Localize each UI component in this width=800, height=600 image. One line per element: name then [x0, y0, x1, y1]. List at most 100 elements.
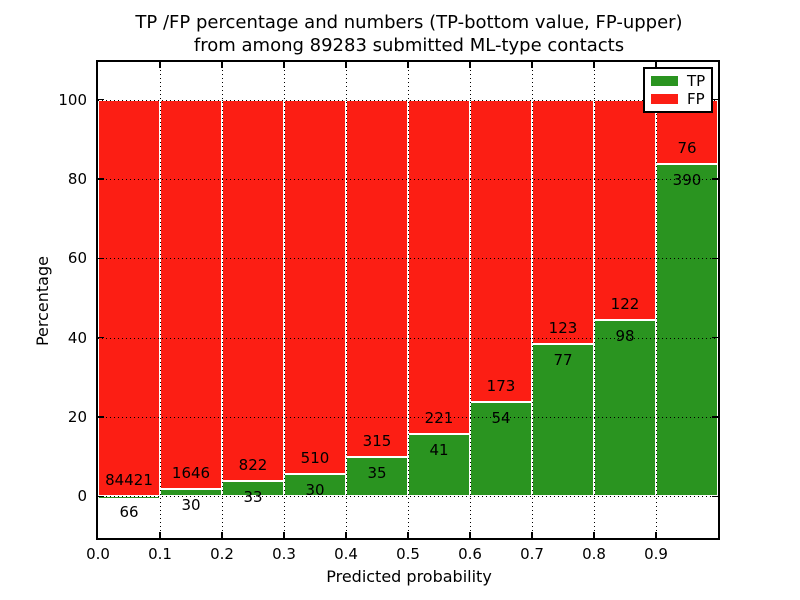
tick-mark	[345, 62, 347, 68]
plot-area: TP FP 84421 66 1646 30 822 33 510 30 315 35 221 41 1…	[96, 60, 720, 540]
y-tick-label: 80	[67, 170, 87, 189]
grid-line-vertical	[408, 62, 409, 538]
bar-count-label-fp: 221	[424, 409, 454, 428]
y-tick-label: 100	[58, 90, 87, 109]
x-tick-label: 0.6	[458, 545, 482, 563]
x-tick-label: 0.8	[582, 545, 606, 563]
grid-line-vertical	[470, 62, 471, 538]
bar-segment-fp	[284, 99, 346, 475]
legend-item-fp: FP	[651, 91, 705, 107]
x-tick-label: 0.1	[148, 545, 172, 563]
x-tick-label: 0.0	[86, 545, 110, 563]
chart-title-line1: TP /FP percentage and numbers (TP-bottom…	[135, 12, 683, 33]
bar-segment-fp	[222, 99, 284, 482]
grid-line-vertical	[222, 62, 223, 538]
tick-mark	[98, 416, 104, 418]
x-tick-label: 0.5	[396, 545, 420, 563]
tick-mark	[98, 495, 104, 498]
tick-mark	[469, 62, 471, 68]
tick-mark	[98, 178, 104, 180]
bar-count-label-fp: 123	[548, 318, 578, 337]
tick-mark	[159, 532, 161, 538]
grid-line-vertical	[656, 62, 657, 538]
grid-line-vertical	[532, 62, 533, 538]
tick-mark	[221, 62, 223, 68]
bar-count-label-fp: 76	[677, 139, 697, 158]
bar-count-label-tp: 30	[305, 481, 325, 500]
bar-segment-tp	[594, 319, 656, 497]
legend-item-tp: TP	[651, 73, 705, 89]
tick-mark	[712, 178, 718, 180]
bar-count-label-fp: 84421	[105, 471, 153, 490]
grid-line-horizontal	[98, 258, 718, 260]
bar-segment-tp	[532, 343, 594, 497]
bar-segment-fp	[470, 99, 532, 402]
legend: TP FP	[643, 67, 713, 113]
x-tick-label: 0.4	[334, 545, 358, 563]
bar-segment-fp	[346, 99, 408, 457]
fp-color-swatch	[651, 94, 678, 104]
tick-mark	[655, 62, 657, 68]
tick-mark	[159, 62, 161, 68]
bar-segment-fp	[594, 99, 656, 320]
tick-mark	[712, 495, 718, 498]
tick-mark	[712, 416, 718, 418]
bar-count-label-tp: 77	[553, 350, 573, 369]
x-axis-label: Predicted probability	[326, 567, 492, 586]
bar-count-label-tp: 66	[119, 503, 139, 522]
bar-count-label-tp: 35	[367, 463, 387, 482]
x-tick-label: 0.3	[272, 545, 296, 563]
tick-mark	[407, 62, 409, 68]
tick-mark	[531, 62, 533, 68]
grid-line-vertical	[284, 62, 285, 538]
x-tick-label: 0.2	[210, 545, 234, 563]
grid-line-horizontal	[98, 179, 718, 181]
bar-segment-fp	[408, 99, 470, 435]
bar-count-label-tp: 33	[243, 488, 263, 507]
y-tick-label: 20	[67, 408, 87, 427]
grid-line-vertical	[160, 62, 161, 538]
bar-segment-fp	[532, 99, 594, 344]
tick-mark	[407, 532, 409, 538]
grid-line-horizontal	[98, 417, 718, 419]
x-tick-label: 0.7	[520, 545, 544, 563]
tick-mark	[283, 62, 285, 68]
bar-count-label-tp: 41	[429, 441, 449, 460]
bar-count-label-tp: 390	[672, 171, 702, 190]
grid-line-vertical	[346, 62, 347, 538]
y-axis-label: Percentage	[33, 256, 52, 347]
tick-mark	[345, 532, 347, 538]
bar-segment-tp	[408, 434, 470, 497]
tick-mark	[98, 336, 104, 339]
y-tick-label: 60	[67, 249, 87, 268]
grid-line-horizontal	[98, 99, 718, 101]
chart-title: TP /FP percentage and numbers (TP-bottom…	[98, 11, 720, 57]
tick-mark	[712, 336, 718, 339]
chart-title-line2: from among 89283 submitted ML-type conta…	[193, 35, 625, 56]
tick-mark	[593, 532, 595, 538]
y-tick-label: 40	[67, 328, 87, 347]
legend-label-fp: FP	[687, 90, 705, 108]
bar-segment-fp	[98, 99, 160, 497]
bar-count-label-fp: 315	[362, 431, 392, 450]
bar-count-label-fp: 822	[238, 456, 268, 475]
bar-count-label-tp: 98	[615, 326, 635, 345]
tick-mark	[221, 532, 223, 538]
tick-mark	[655, 532, 657, 538]
tick-mark	[98, 257, 104, 260]
grid-line-horizontal	[98, 496, 718, 498]
y-tick-label: 0	[77, 487, 87, 506]
bar-segment-fp	[160, 99, 222, 490]
tick-mark	[98, 98, 104, 101]
tick-mark	[712, 257, 718, 260]
tick-mark	[283, 532, 285, 538]
bar-segment-tp	[346, 456, 408, 497]
tp-color-swatch	[651, 76, 678, 86]
grid-line-vertical	[594, 62, 595, 538]
bar-count-label-tp: 30	[181, 496, 201, 515]
legend-label-tp: TP	[687, 72, 706, 90]
x-tick-label: 0.9	[644, 545, 668, 563]
bar-count-label-fp: 1646	[171, 464, 211, 483]
bar-count-label-tp: 54	[491, 408, 511, 427]
